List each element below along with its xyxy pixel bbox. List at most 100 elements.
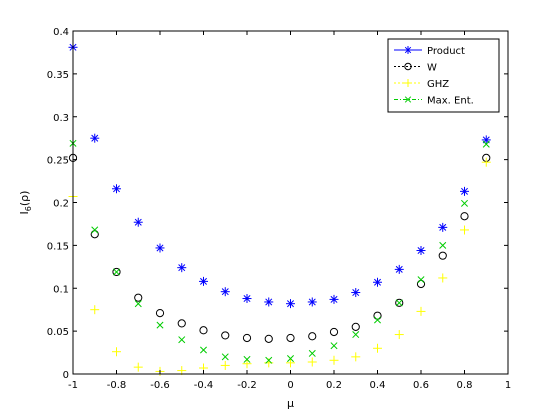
x-tick-label: -0.2	[237, 380, 257, 391]
x-tick-label: -0.8	[107, 380, 127, 391]
legend-label: Product	[427, 46, 465, 57]
data-point	[155, 309, 165, 318]
data-point	[308, 332, 317, 341]
data-point	[307, 357, 317, 367]
legend-label: Max. Ent.	[427, 96, 474, 107]
x-tick-label: 0.2	[326, 380, 342, 391]
data-point	[90, 133, 100, 143]
data-point	[199, 346, 208, 354]
data-point	[460, 186, 469, 196]
x-tick-label: 0.4	[370, 380, 386, 391]
data-point	[351, 352, 361, 362]
data-point	[373, 316, 382, 324]
data-point	[112, 184, 121, 194]
data-point	[373, 343, 382, 353]
data-point	[264, 297, 274, 307]
x-tick-label: 0	[287, 380, 293, 391]
data-point	[438, 251, 447, 260]
x-axis-label: μ	[287, 397, 294, 410]
legend-label: GHZ	[427, 79, 449, 90]
data-point	[220, 360, 230, 370]
data-point	[416, 246, 426, 256]
data-point	[460, 199, 469, 207]
x-tick-label: 1	[505, 380, 511, 391]
data-point	[308, 349, 316, 357]
data-point	[438, 222, 448, 232]
data-point	[329, 294, 339, 304]
data-point	[394, 264, 404, 274]
data-point	[133, 217, 143, 227]
data-point	[155, 243, 165, 253]
y-axis-label: I6(ρ)	[18, 191, 33, 215]
y-tick-label: 0.05	[47, 327, 69, 338]
x-tick-label: 0.6	[413, 380, 429, 391]
data-point	[134, 300, 142, 308]
data-point	[460, 225, 469, 235]
legend-marker	[404, 46, 412, 54]
data-point	[352, 331, 360, 339]
data-point	[177, 319, 186, 328]
data-point	[286, 358, 295, 368]
data-point	[112, 268, 121, 276]
data-point	[242, 359, 252, 369]
data-point	[286, 333, 295, 343]
data-point	[416, 306, 426, 316]
data-point	[177, 263, 187, 273]
x-tick-label: -0.4	[194, 380, 214, 391]
data-point	[265, 356, 273, 364]
data-point	[112, 347, 121, 357]
legend-entry: W	[394, 63, 437, 74]
data-point	[417, 276, 425, 284]
y-tick-label: 0.1	[53, 284, 69, 295]
data-point	[221, 331, 230, 340]
data-point	[395, 298, 404, 307]
y-tick-label: 0.15	[47, 241, 69, 252]
legend-entry: GHZ	[394, 79, 449, 90]
data-point	[242, 333, 252, 343]
data-point	[243, 355, 251, 363]
data-point	[394, 330, 404, 340]
legend-entry: Product	[394, 46, 465, 57]
data-point	[351, 322, 360, 331]
legend-entry: Max. Ent.	[394, 96, 474, 107]
legend-marker	[404, 62, 412, 71]
data-point	[156, 321, 164, 329]
data-point	[112, 267, 121, 277]
x-tick-label: -0.6	[150, 380, 170, 391]
axes: -1 -0.8 -0.6 -0.4 -0.2 0 0.2 0.4 0.6 0.8 1 0 0.05 0.1…	[18, 27, 511, 410]
data-point	[329, 327, 339, 337]
data-point	[90, 305, 100, 315]
y-tick-label: 0.2	[53, 199, 69, 210]
series-product	[68, 42, 491, 309]
data-point	[220, 287, 230, 297]
series-max-ent	[69, 139, 490, 364]
legend-marker	[404, 79, 412, 87]
y-tick-label: 0.3	[53, 113, 69, 124]
data-point	[286, 299, 295, 309]
data-point	[460, 212, 469, 221]
x-tick-label: 0.8	[457, 380, 473, 391]
data-point	[178, 336, 186, 344]
data-point	[134, 293, 143, 302]
data-point	[199, 276, 208, 286]
data-point	[439, 241, 447, 249]
data-point	[482, 140, 490, 148]
legend-label: W	[427, 63, 437, 74]
data-point	[330, 342, 338, 350]
data-point	[264, 334, 273, 343]
data-point	[286, 355, 295, 363]
data-point	[242, 294, 252, 304]
data-point	[91, 226, 99, 234]
data-point	[221, 353, 229, 361]
data-point	[481, 135, 491, 145]
data-point	[199, 326, 208, 335]
y-tick-label: 0.25	[47, 156, 69, 167]
data-point	[395, 299, 403, 307]
data-point	[373, 277, 382, 287]
y-tick-label: 0.35	[47, 70, 69, 81]
y-tick-label: 0	[63, 370, 69, 381]
legend-marker	[404, 96, 412, 103]
data-point	[329, 355, 339, 365]
legend: Product W GHZ Max. Ent.	[387, 38, 500, 113]
